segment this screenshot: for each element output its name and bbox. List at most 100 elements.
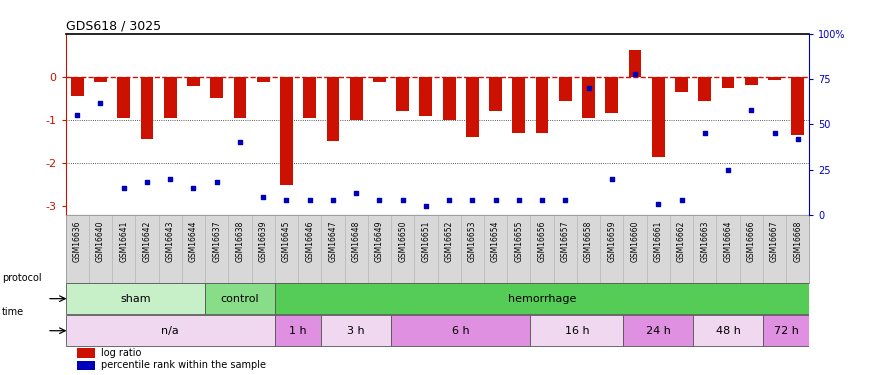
Point bbox=[116, 184, 130, 190]
Point bbox=[256, 194, 270, 200]
Bar bbox=[280, 77, 293, 184]
Text: protocol: protocol bbox=[2, 273, 41, 283]
Point bbox=[186, 184, 200, 190]
Text: GSM16657: GSM16657 bbox=[561, 220, 570, 262]
Text: GSM16643: GSM16643 bbox=[165, 220, 175, 262]
Text: GDS618 / 3025: GDS618 / 3025 bbox=[66, 20, 161, 33]
Bar bbox=[419, 77, 432, 116]
Text: 48 h: 48 h bbox=[716, 326, 740, 336]
Point bbox=[628, 70, 642, 76]
Text: GSM16658: GSM16658 bbox=[584, 220, 593, 261]
Text: GSM16639: GSM16639 bbox=[259, 220, 268, 262]
Bar bbox=[391, 315, 530, 346]
Bar bbox=[187, 77, 200, 86]
Bar bbox=[628, 50, 641, 77]
Text: n/a: n/a bbox=[161, 326, 179, 336]
Text: hemorrhage: hemorrhage bbox=[507, 294, 577, 304]
Bar bbox=[77, 361, 95, 370]
Text: GSM16666: GSM16666 bbox=[746, 220, 756, 262]
Bar bbox=[304, 77, 316, 118]
Text: GSM16644: GSM16644 bbox=[189, 220, 198, 262]
Bar bbox=[164, 77, 177, 118]
Bar bbox=[698, 77, 711, 101]
Text: GSM16668: GSM16668 bbox=[794, 220, 802, 261]
Text: sham: sham bbox=[120, 294, 150, 304]
Text: GSM16642: GSM16642 bbox=[143, 220, 151, 261]
Point bbox=[651, 201, 665, 207]
Point bbox=[791, 136, 805, 142]
Bar bbox=[326, 77, 340, 141]
Bar bbox=[513, 77, 525, 133]
Point bbox=[349, 190, 363, 196]
Point bbox=[279, 197, 293, 203]
Text: log ratio: log ratio bbox=[102, 348, 142, 358]
Bar bbox=[768, 77, 780, 80]
Text: GSM16667: GSM16667 bbox=[770, 220, 779, 262]
Bar bbox=[745, 77, 758, 86]
Point bbox=[303, 197, 317, 203]
Bar bbox=[443, 77, 456, 120]
Point bbox=[488, 197, 502, 203]
Bar bbox=[652, 77, 665, 157]
Bar bbox=[693, 315, 763, 346]
Bar bbox=[466, 77, 479, 137]
Bar bbox=[536, 77, 549, 133]
Text: GSM16641: GSM16641 bbox=[119, 220, 129, 261]
Point bbox=[233, 140, 247, 146]
Text: GSM16659: GSM16659 bbox=[607, 220, 616, 262]
Bar bbox=[791, 77, 804, 135]
Bar bbox=[321, 315, 391, 346]
Point bbox=[558, 197, 572, 203]
Point bbox=[536, 197, 550, 203]
Text: GSM16654: GSM16654 bbox=[491, 220, 500, 262]
Bar bbox=[722, 77, 734, 88]
Point bbox=[767, 130, 781, 136]
Text: GSM16664: GSM16664 bbox=[724, 220, 732, 262]
Text: GSM16637: GSM16637 bbox=[213, 220, 221, 262]
Point bbox=[512, 197, 526, 203]
Bar bbox=[396, 77, 409, 111]
Text: GSM16645: GSM16645 bbox=[282, 220, 290, 262]
Point bbox=[582, 85, 596, 91]
Bar bbox=[489, 77, 502, 111]
Point bbox=[396, 197, 410, 203]
Text: 3 h: 3 h bbox=[347, 326, 365, 336]
Point bbox=[442, 197, 456, 203]
Bar bbox=[71, 77, 84, 96]
Text: 72 h: 72 h bbox=[774, 326, 799, 336]
Point bbox=[70, 112, 84, 118]
Text: GSM16660: GSM16660 bbox=[631, 220, 640, 262]
Point bbox=[745, 107, 759, 113]
Point bbox=[605, 176, 619, 181]
Text: GSM16636: GSM16636 bbox=[73, 220, 81, 262]
Text: GSM16640: GSM16640 bbox=[96, 220, 105, 262]
Point bbox=[675, 197, 689, 203]
Text: GSM16651: GSM16651 bbox=[422, 220, 430, 261]
Text: 16 h: 16 h bbox=[564, 326, 589, 336]
Bar bbox=[275, 315, 321, 346]
Bar bbox=[350, 77, 362, 120]
Bar bbox=[559, 77, 571, 101]
Point bbox=[94, 99, 108, 105]
Text: GSM16650: GSM16650 bbox=[398, 220, 407, 262]
Text: control: control bbox=[220, 294, 259, 304]
Bar bbox=[66, 315, 275, 346]
Bar bbox=[582, 77, 595, 118]
Text: GSM16648: GSM16648 bbox=[352, 220, 360, 261]
Bar bbox=[94, 77, 107, 82]
Text: GSM16638: GSM16638 bbox=[235, 220, 244, 261]
Point bbox=[419, 203, 433, 209]
Point bbox=[697, 130, 711, 136]
Text: GSM16652: GSM16652 bbox=[444, 220, 453, 261]
Text: GSM16656: GSM16656 bbox=[537, 220, 547, 262]
Point bbox=[210, 179, 224, 185]
Bar bbox=[373, 77, 386, 82]
Bar bbox=[141, 77, 153, 140]
Bar bbox=[763, 315, 809, 346]
Text: GSM16653: GSM16653 bbox=[468, 220, 477, 262]
Text: GSM16655: GSM16655 bbox=[514, 220, 523, 262]
Bar bbox=[77, 348, 95, 358]
Bar bbox=[606, 77, 619, 114]
Bar bbox=[234, 77, 247, 118]
Bar bbox=[530, 315, 623, 346]
